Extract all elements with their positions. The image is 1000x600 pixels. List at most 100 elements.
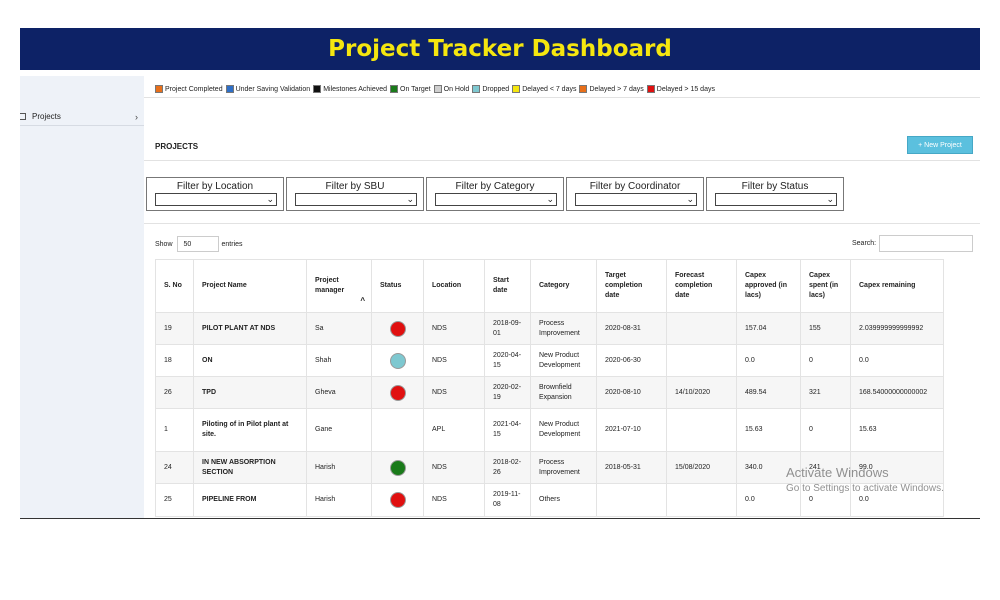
cell-remaining: 15.63 bbox=[850, 408, 944, 452]
show-label: Show bbox=[155, 240, 173, 248]
cell-approved: 0.0 bbox=[736, 344, 801, 377]
filter-group: Filter by Location ⌄ bbox=[146, 177, 284, 211]
legend-label: Delayed > 7 days bbox=[589, 85, 644, 93]
chevron-down-icon: ⌄ bbox=[406, 194, 414, 204]
table-row[interactable]: 25 PIPELINE FROM Harish NDS 2019-11-08 Others… bbox=[155, 483, 944, 517]
table-row[interactable]: 24 IN NEW ABSORPTION SECTION Harish NDS 2018… bbox=[155, 451, 944, 484]
sort-asc-icon: ^ bbox=[360, 296, 365, 305]
column-header-label: Start date bbox=[493, 277, 509, 294]
table-row[interactable]: 19 PILOT PLANT AT NDS Sa NDS 2018-09-01 Proce… bbox=[155, 312, 944, 345]
column-header[interactable]: Project Name bbox=[193, 259, 307, 313]
column-header-label: Project Name bbox=[202, 282, 247, 289]
cell-sno: 1 bbox=[155, 408, 194, 452]
projects-table: S. No Project Name Project manager ^ Status L… bbox=[155, 259, 944, 517]
cell-manager: Gheva bbox=[306, 376, 372, 409]
cell-start: 2018-02-26 bbox=[484, 451, 531, 484]
dashboard-title: Project Tracker Dashboard bbox=[328, 36, 672, 62]
legend-item: Milestones Achieved bbox=[313, 85, 387, 93]
legend-item: Under Saving Validation bbox=[225, 85, 311, 93]
status-indicator bbox=[389, 384, 406, 401]
filter-label: Filter by SBU bbox=[325, 181, 385, 192]
cell-manager: Sa bbox=[306, 312, 372, 345]
filter-select[interactable]: ⌄ bbox=[435, 193, 557, 206]
column-header[interactable]: Target completion date bbox=[596, 259, 667, 313]
cell-sno: 26 bbox=[155, 376, 194, 409]
column-header[interactable]: Location bbox=[423, 259, 485, 313]
cell-manager: Harish bbox=[306, 483, 372, 517]
column-header[interactable]: Capex approved (in lacs) bbox=[736, 259, 801, 313]
cell-status bbox=[371, 312, 424, 345]
cell-start: 2021-04-15 bbox=[484, 408, 531, 452]
new-project-button[interactable]: + New Project bbox=[907, 136, 973, 154]
legend-swatch bbox=[390, 85, 399, 93]
filter-select[interactable]: ⌄ bbox=[715, 193, 837, 206]
cell-start: 2020-04-15 bbox=[484, 344, 531, 377]
cell-category: Others bbox=[530, 483, 597, 517]
table-row[interactable]: 1 Piloting of in Pilot plant at site. Gane… bbox=[155, 408, 944, 452]
cell-start: 2019-11-08 bbox=[484, 483, 531, 517]
column-header[interactable]: Capex remaining bbox=[850, 259, 944, 313]
cell-manager: Shah bbox=[306, 344, 372, 377]
cell-name: ON bbox=[193, 344, 307, 377]
main-content: Project Completed Under Saving Validation… bbox=[144, 76, 980, 518]
column-header[interactable]: S. No bbox=[155, 259, 194, 313]
cell-location: NDS bbox=[423, 376, 485, 409]
cell-category: Process Improvement bbox=[530, 312, 597, 345]
cell-approved: 340.0 bbox=[736, 451, 801, 484]
sidebar-item-projects[interactable]: Projects › bbox=[20, 108, 144, 126]
entries-select[interactable]: 50 bbox=[176, 236, 219, 252]
search-input[interactable] bbox=[879, 235, 974, 252]
cell-status bbox=[371, 483, 424, 517]
filter-select[interactable]: ⌄ bbox=[295, 193, 417, 206]
legend-label: On Hold bbox=[443, 85, 470, 93]
chevron-down-icon: ⌄ bbox=[826, 194, 834, 204]
legend-item: Dropped bbox=[472, 85, 509, 93]
table-header-row: S. No Project Name Project manager ^ Status L… bbox=[155, 259, 944, 313]
cell-sno: 19 bbox=[155, 312, 194, 345]
legend-label: Under Saving Validation bbox=[235, 85, 311, 93]
column-header[interactable]: Project manager ^ bbox=[306, 259, 372, 313]
cell-spent: 155 bbox=[800, 312, 851, 345]
status-indicator bbox=[389, 459, 406, 476]
cell-remaining: 2.039999999999992 bbox=[850, 312, 944, 345]
filter-select[interactable]: ⌄ bbox=[575, 193, 697, 206]
cell-name: TPD bbox=[193, 376, 307, 409]
cell-category: Process Improvement bbox=[530, 451, 597, 484]
legend-swatch bbox=[225, 85, 234, 93]
cell-sno: 24 bbox=[155, 451, 194, 484]
column-header[interactable]: Forecast completion date bbox=[666, 259, 737, 313]
table-row[interactable]: 26 TPD Gheva NDS 2020-02-19 Brownfield Expans… bbox=[155, 376, 944, 409]
column-header[interactable]: Start date bbox=[484, 259, 531, 313]
table-row[interactable]: 18 ON Shah NDS 2020-04-15 New Product Develop… bbox=[155, 344, 944, 377]
cell-remaining: 99.0 bbox=[850, 451, 944, 484]
column-header-label: Project manager bbox=[315, 277, 345, 294]
cell-target: 2020-08-10 bbox=[596, 376, 667, 409]
page-title: PROJECTS bbox=[155, 142, 199, 151]
cell-start: 2018-09-01 bbox=[484, 312, 531, 345]
filter-label: Filter by Coordinator bbox=[589, 181, 681, 192]
cell-remaining: 0.0 bbox=[850, 483, 944, 517]
chevron-down-icon: ⌄ bbox=[546, 194, 554, 204]
cell-forecast: 15/08/2020 bbox=[666, 451, 737, 484]
dashboard-banner: Project Tracker Dashboard bbox=[20, 28, 980, 70]
sidebar-item-label: Projects bbox=[32, 112, 61, 121]
legend-item: Delayed > 7 days bbox=[579, 85, 644, 93]
activation-watermark: Activate Windows Go to Settings to activ… bbox=[786, 465, 944, 494]
column-header-label: Capex remaining bbox=[859, 282, 916, 289]
chevron-right-icon: › bbox=[135, 111, 138, 122]
cell-forecast bbox=[666, 483, 737, 517]
column-header-label: Forecast completion date bbox=[675, 272, 713, 299]
divider bbox=[144, 223, 980, 224]
cell-target bbox=[596, 483, 667, 517]
filter-label: Filter by Location bbox=[176, 181, 254, 192]
legend-item: Project Completed bbox=[155, 85, 223, 93]
cell-sno: 25 bbox=[155, 483, 194, 517]
filter-select[interactable]: ⌄ bbox=[155, 193, 277, 206]
column-header[interactable]: Category bbox=[530, 259, 597, 313]
column-header-label: Capex spent (in lacs) bbox=[809, 272, 839, 299]
cell-name: IN NEW ABSORPTION SECTION bbox=[193, 451, 307, 484]
column-header[interactable]: Capex spent (in lacs) bbox=[800, 259, 851, 313]
column-header[interactable]: Status bbox=[371, 259, 424, 313]
legend-label: On Target bbox=[400, 85, 431, 93]
cell-status bbox=[371, 451, 424, 484]
